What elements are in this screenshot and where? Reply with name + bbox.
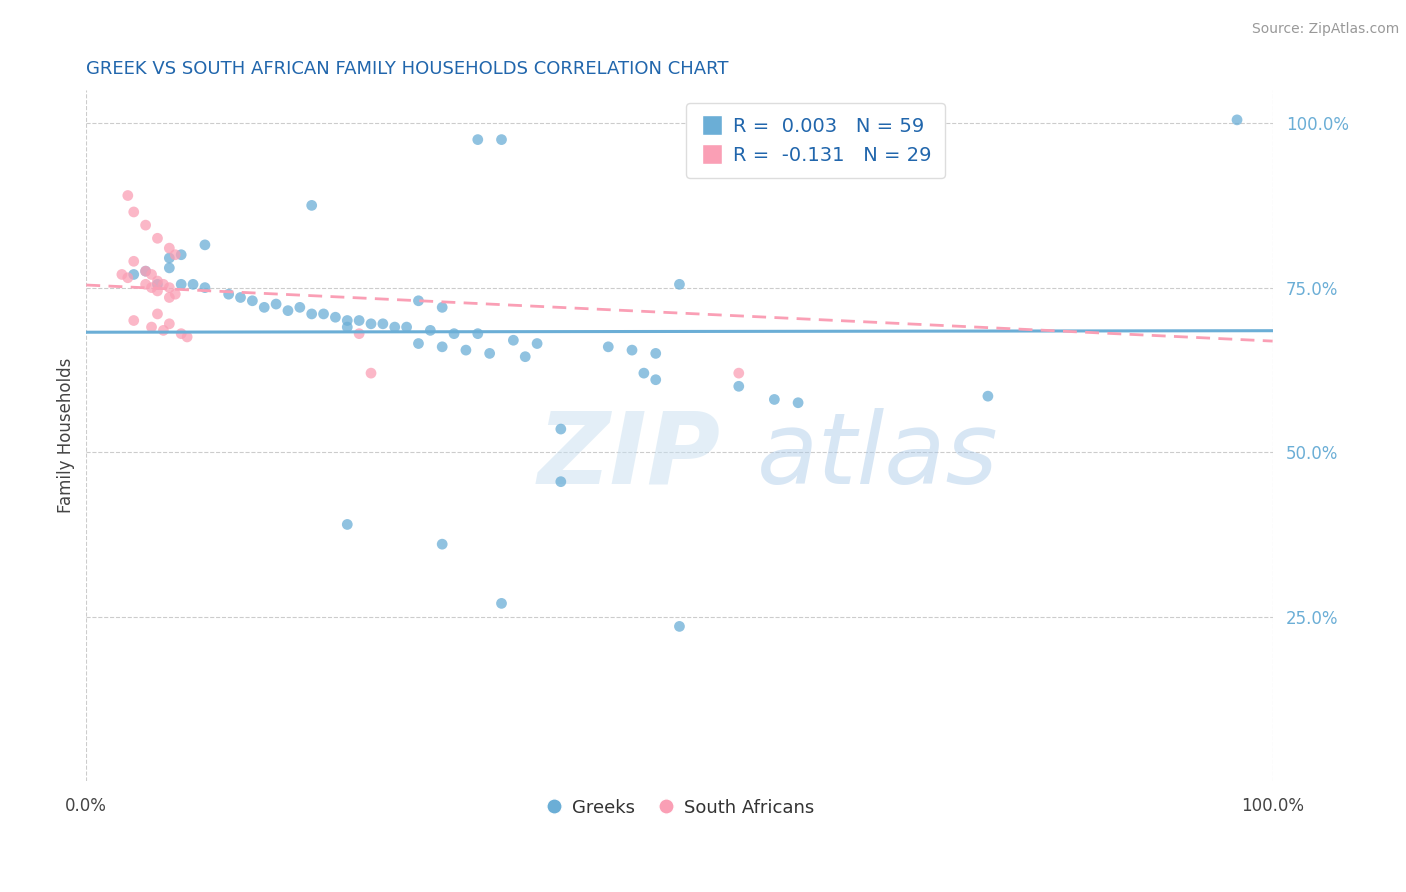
Text: ZIP: ZIP (537, 408, 720, 505)
Point (467, 326, 489, 341)
Point (301, 198, 323, 212)
Point (242, 293, 264, 308)
Point (229, 291, 252, 305)
Point (336, 320, 359, 334)
Point (157, 317, 180, 331)
Point (111, 268, 134, 282)
Point (141, 268, 163, 282)
Point (157, 241, 180, 255)
Point (157, 291, 180, 305)
Point (787, 396, 810, 410)
Point (218, 287, 240, 301)
Point (122, 254, 145, 268)
Point (176, 330, 198, 344)
Point (408, 293, 430, 308)
Point (644, 346, 666, 360)
Point (360, 317, 382, 331)
Point (170, 248, 193, 262)
Point (598, 340, 620, 354)
Point (181, 277, 204, 292)
Point (141, 320, 163, 334)
Point (336, 313, 359, 327)
Text: GREEK VS SOUTH AFRICAN FAMILY HOUSEHOLDS CORRELATION CHART: GREEK VS SOUTH AFRICAN FAMILY HOUSEHOLDS… (86, 60, 728, 78)
Point (432, 301, 454, 315)
Point (763, 392, 786, 407)
Point (170, 326, 193, 341)
Point (194, 280, 217, 294)
Point (668, 277, 690, 292)
Point (550, 475, 572, 489)
Point (141, 280, 163, 294)
Point (727, 366, 749, 380)
Point (157, 280, 180, 294)
Point (395, 320, 418, 334)
Point (165, 287, 187, 301)
Point (347, 313, 370, 327)
Point (117, 270, 139, 285)
Point (432, 537, 454, 551)
Point (135, 264, 157, 278)
Text: atlas: atlas (756, 408, 998, 505)
Point (312, 307, 335, 321)
Point (146, 231, 169, 245)
Point (668, 619, 690, 633)
Point (502, 333, 524, 347)
Point (347, 326, 370, 341)
Point (371, 317, 394, 331)
Point (135, 264, 157, 278)
Point (432, 340, 454, 354)
Point (170, 277, 193, 292)
Point (152, 323, 174, 337)
Point (478, 346, 501, 360)
Point (253, 301, 276, 315)
Point (408, 336, 430, 351)
Point (443, 326, 465, 341)
Point (360, 366, 382, 380)
Point (157, 260, 180, 275)
Point (727, 379, 749, 393)
Point (550, 422, 572, 436)
Point (122, 268, 145, 282)
Point (152, 277, 174, 292)
Point (633, 366, 655, 380)
Point (117, 188, 139, 202)
Point (526, 336, 548, 351)
Point (122, 205, 145, 219)
Point (515, 350, 537, 364)
Point (419, 323, 441, 337)
Point (325, 310, 347, 325)
Point (644, 373, 666, 387)
Point (454, 343, 477, 358)
Point (301, 307, 323, 321)
Text: Source: ZipAtlas.com: Source: ZipAtlas.com (1251, 22, 1399, 37)
Point (288, 301, 311, 315)
Point (146, 277, 169, 292)
Point (621, 343, 644, 358)
Point (146, 307, 169, 321)
Point (491, 133, 513, 147)
Legend: Greeks, South Africans: Greeks, South Africans (537, 791, 821, 824)
Point (122, 313, 145, 327)
Point (384, 320, 406, 334)
Point (336, 517, 359, 532)
Point (157, 251, 180, 265)
Point (135, 218, 157, 232)
Point (1226, 112, 1249, 127)
Point (977, 389, 1000, 403)
Point (264, 297, 287, 311)
Point (467, 133, 489, 147)
Point (146, 284, 169, 298)
Point (146, 274, 169, 288)
Point (165, 248, 187, 262)
Point (194, 238, 217, 252)
Point (135, 277, 157, 292)
Point (277, 303, 299, 318)
Point (491, 596, 513, 610)
Y-axis label: Family Households: Family Households (58, 358, 75, 513)
